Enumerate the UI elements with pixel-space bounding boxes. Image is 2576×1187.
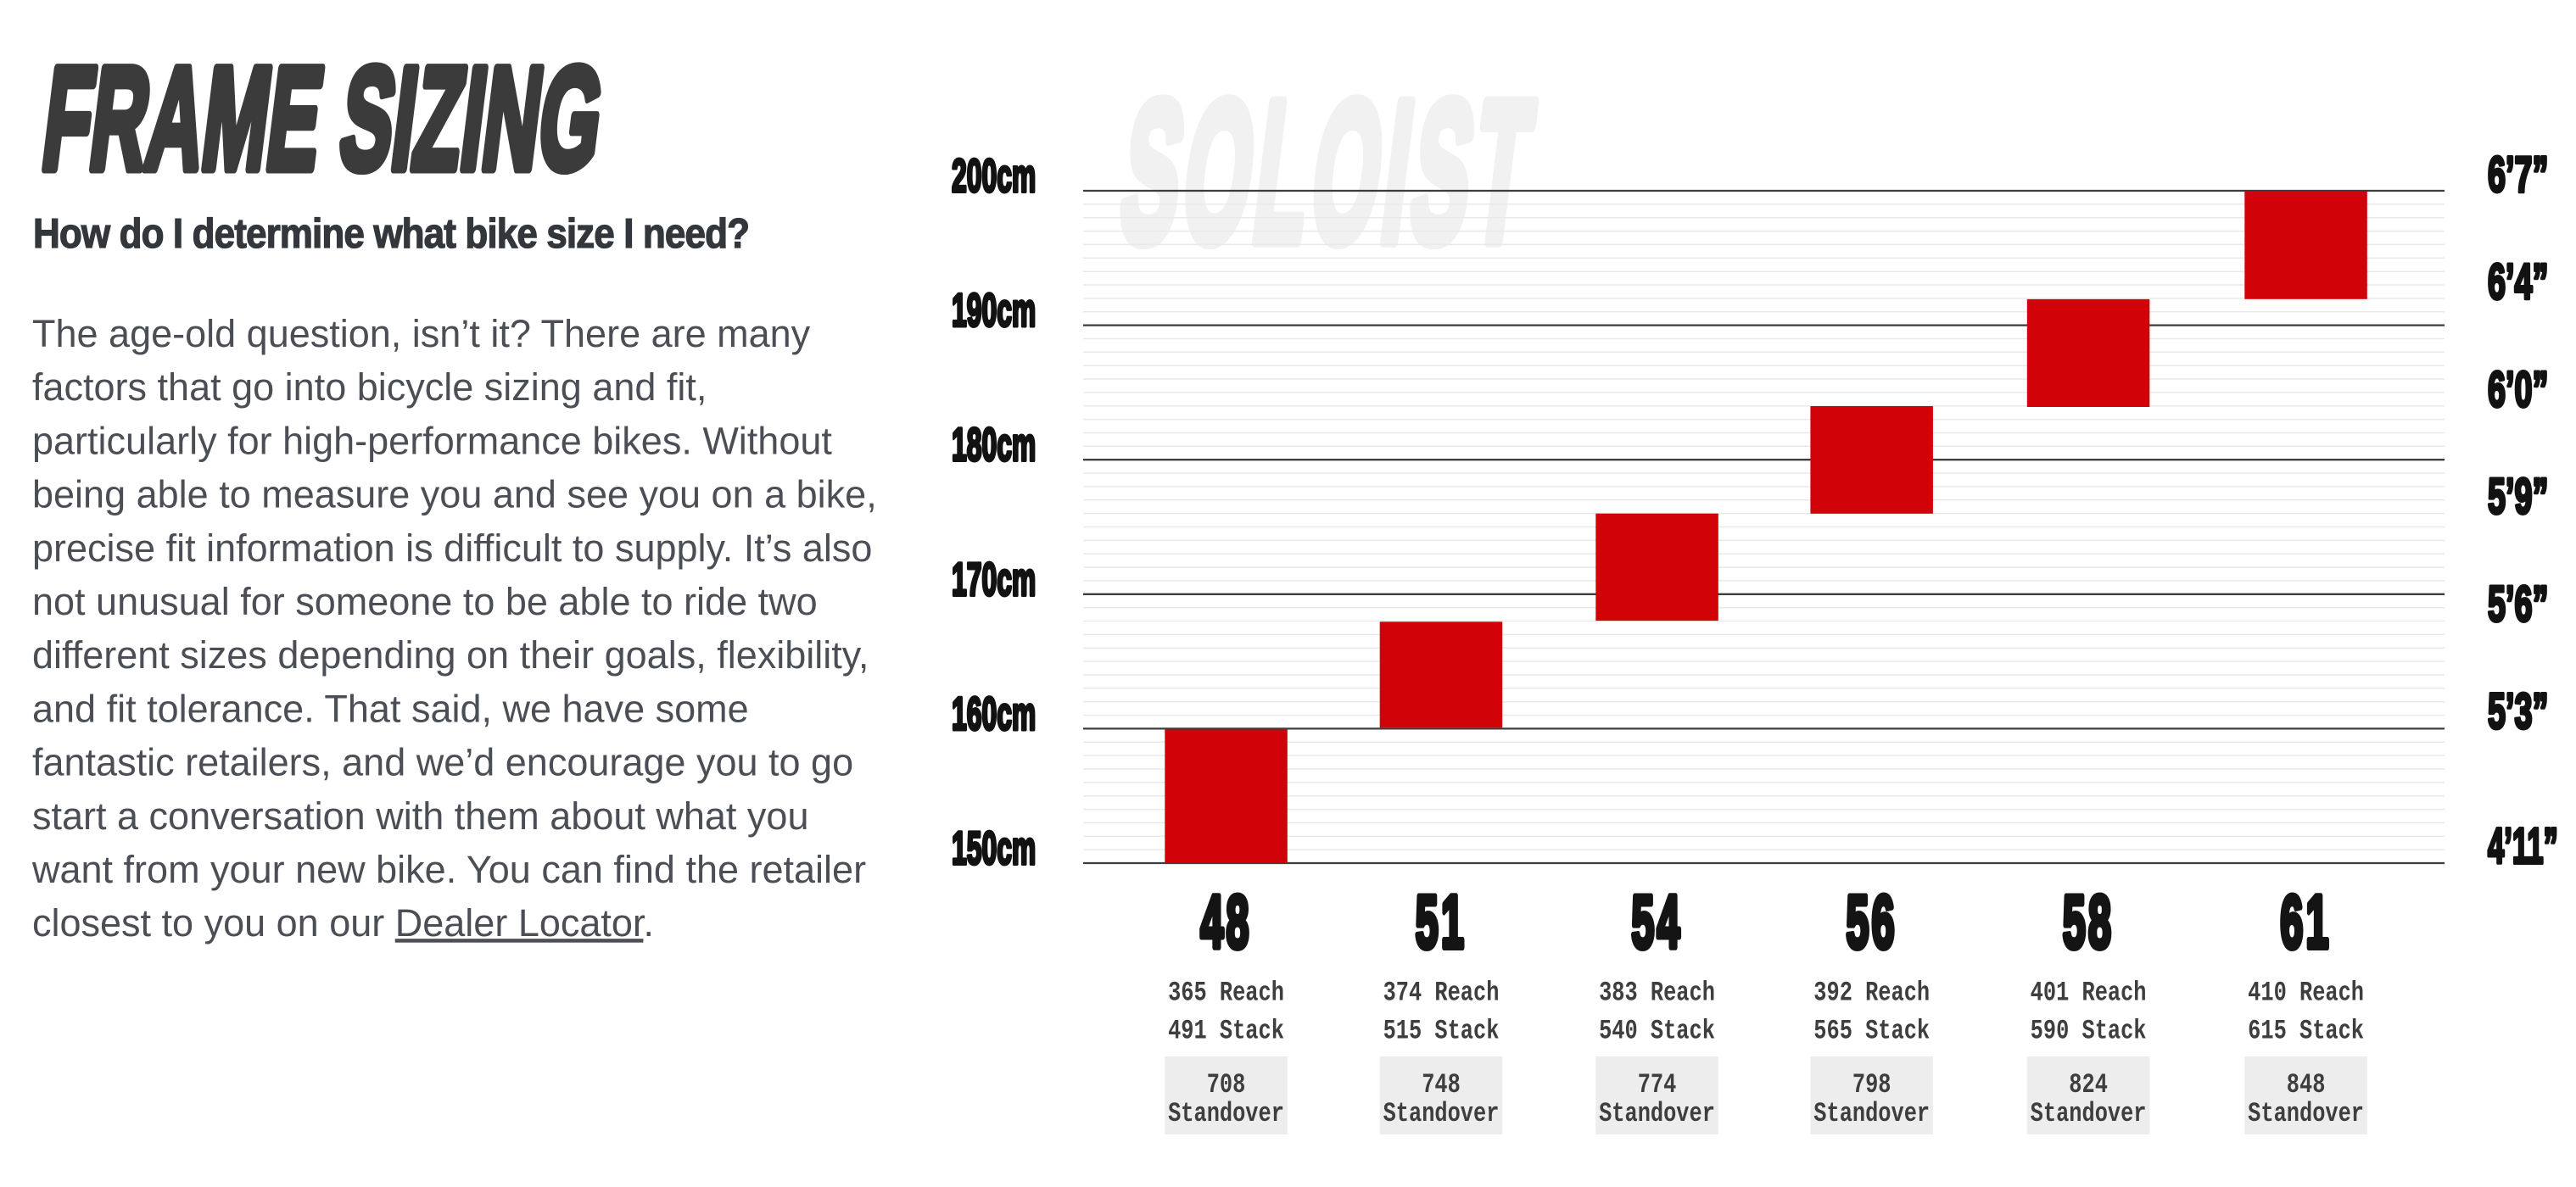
svg-text:6’0”: 6’0”	[2488, 362, 2548, 418]
svg-text:365 Reach: 365 Reach	[1168, 978, 1284, 1009]
svg-text:factors that go into bicycle s: factors that go into bicycle sizing and …	[32, 365, 707, 409]
svg-text:5’3”: 5’3”	[2488, 684, 2548, 740]
svg-text:Standover: Standover	[2248, 1098, 2364, 1129]
svg-text:615 Stack: 615 Stack	[2248, 1016, 2364, 1047]
svg-text:565 Stack: 565 Stack	[1813, 1016, 1930, 1047]
svg-text:Standover: Standover	[1599, 1098, 1715, 1129]
svg-text:170cm: 170cm	[952, 553, 1036, 605]
svg-text:410 Reach: 410 Reach	[2248, 978, 2364, 1009]
svg-text:start a conversation with them: start a conversation with them about wha…	[32, 794, 809, 838]
svg-text:401 Reach: 401 Reach	[2031, 978, 2147, 1009]
svg-text:190cm: 190cm	[952, 283, 1036, 336]
svg-text:particularly for high-performa: particularly for high-performance bikes.…	[32, 419, 832, 462]
svg-text:Standover: Standover	[1168, 1098, 1284, 1129]
svg-text:200cm: 200cm	[952, 149, 1036, 202]
svg-text:58: 58	[2063, 881, 2114, 964]
svg-text:48: 48	[1200, 881, 1251, 964]
svg-text:precise fit information is dif: precise fit information is difficult to …	[32, 527, 872, 570]
svg-text:54: 54	[1631, 881, 1682, 964]
svg-text:Standover: Standover	[2031, 1098, 2147, 1129]
svg-text:want from your new bike. You c: want from your new bike. You can find th…	[31, 848, 866, 891]
svg-text:180cm: 180cm	[952, 418, 1036, 471]
svg-text:4’11”: 4’11”	[2488, 819, 2558, 875]
svg-text:824: 824	[2069, 1069, 2108, 1101]
svg-text:6’4”: 6’4”	[2488, 254, 2548, 310]
svg-text:160cm: 160cm	[952, 687, 1036, 739]
svg-text:491 Stack: 491 Stack	[1168, 1016, 1284, 1047]
svg-text:fantastic retailers, and we’d: fantastic retailers, and we’d encourage …	[32, 741, 853, 784]
svg-text:6’7”: 6’7”	[2488, 148, 2548, 203]
svg-text:being able to measure you and: being able to measure you and see you on…	[32, 473, 877, 516]
svg-text:Standover: Standover	[1383, 1098, 1500, 1129]
svg-text:not unusual for someone to be: not unusual for someone to be able to ri…	[32, 580, 818, 623]
svg-text:748: 748	[1422, 1069, 1461, 1101]
svg-text:392 Reach: 392 Reach	[1813, 978, 1930, 1009]
svg-text:and fit tolerance. That said,: and fit tolerance. That said, we have so…	[32, 687, 749, 730]
svg-text:closest to you on our Dealer L: closest to you on our Dealer Locator.	[32, 901, 654, 945]
svg-text:150cm: 150cm	[952, 822, 1036, 874]
svg-text:Standover: Standover	[1813, 1098, 1930, 1129]
svg-text:708: 708	[1207, 1069, 1246, 1101]
svg-text:How do I determine what bike s: How do I determine what bike size I need…	[33, 210, 749, 257]
svg-text:383 Reach: 383 Reach	[1599, 978, 1715, 1009]
svg-text:different sizes depending on t: different sizes depending on their goals…	[32, 633, 869, 677]
svg-text:540 Stack: 540 Stack	[1599, 1016, 1715, 1047]
svg-text:5’9”: 5’9”	[2488, 469, 2548, 525]
svg-text:590 Stack: 590 Stack	[2031, 1016, 2147, 1047]
svg-text:61: 61	[2280, 881, 2331, 964]
svg-text:798: 798	[1852, 1069, 1891, 1101]
svg-text:5’6”: 5’6”	[2488, 577, 2548, 633]
svg-text:51: 51	[1416, 881, 1467, 964]
svg-text:The age-old question, isn’t it: The age-old question, isn’t it? There ar…	[32, 312, 811, 355]
svg-text:56: 56	[1846, 881, 1897, 964]
svg-text:774: 774	[1638, 1069, 1677, 1101]
svg-text:374 Reach: 374 Reach	[1383, 978, 1500, 1009]
svg-text:515 Stack: 515 Stack	[1383, 1016, 1500, 1047]
svg-text:SOLOIST: SOLOIST	[1111, 60, 1547, 284]
svg-text:FRAME SIZING: FRAME SIZING	[35, 38, 611, 200]
svg-text:848: 848	[2287, 1069, 2326, 1101]
